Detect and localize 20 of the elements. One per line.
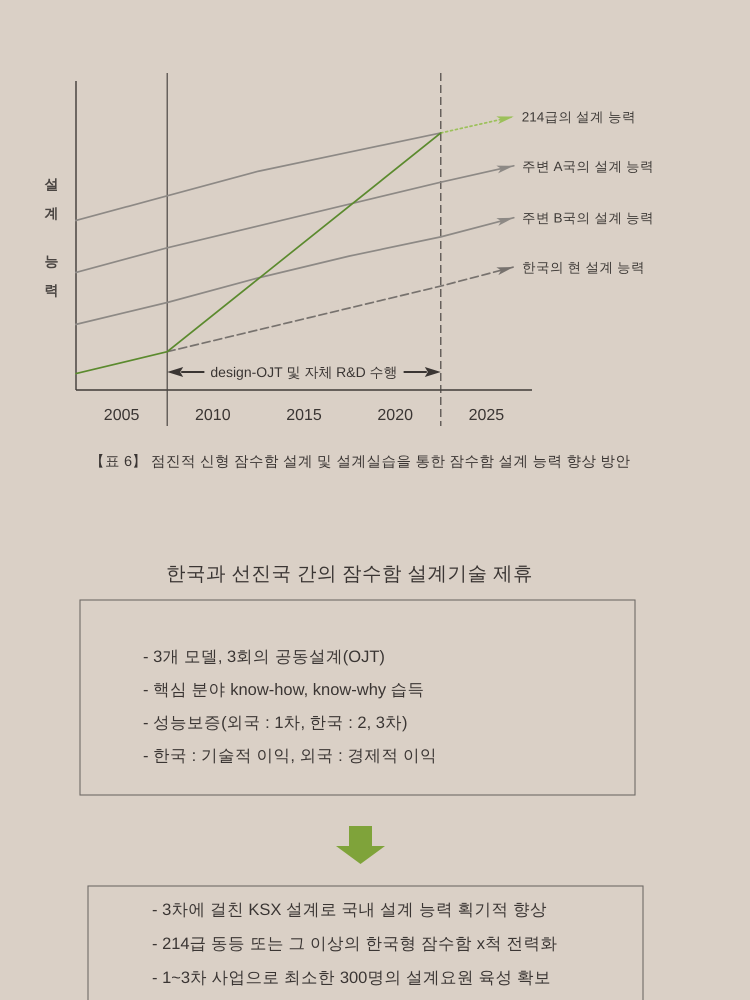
x-tick-label: 2015 xyxy=(286,407,322,424)
x-tick-label: 2010 xyxy=(195,407,231,424)
text: - 3차에 걸친 KSX 설계로 국내 설계 능력 획기적 향상 xyxy=(152,901,547,919)
text: - 성능보증(외국 : 1차, 한국 : 2, 3차) xyxy=(143,714,408,732)
series-label: 주변 A국의 설계 능력 xyxy=(522,158,654,174)
text: 【표 6】 점진적 신형 잠수함 설계 및 설계실습을 통한 잠수함 설계 능력 향상 방안 xyxy=(90,453,630,470)
text: - 핵심 분야 know-how, know-why 습득 xyxy=(143,681,425,699)
x-tick-label: 2025 xyxy=(468,407,504,424)
x-tick-label: 2020 xyxy=(377,407,414,424)
text: - 1~3차 사업으로 최소한 300명의 설계요원 육성 확보 xyxy=(152,969,552,987)
series-label: 214급의 설계 능력 xyxy=(522,110,636,125)
y-axis-title: 설계 능력 xyxy=(44,168,60,303)
text: - 한국 : 기술적 이익, 외국 : 경제적 이익 xyxy=(143,747,437,765)
text: 한국과 선진국 간의 잠수함 설계기술 제휴 xyxy=(166,563,534,585)
x-tick-label: 2005 xyxy=(104,407,140,424)
annotation: design-OJT 및 자체 R&D 수행 xyxy=(210,364,398,380)
series-label: 주변 B국의 설계 능력 xyxy=(522,210,654,226)
text: - 3개 모델, 3회의 공동설계(OJT) xyxy=(143,648,385,666)
series-label: 한국의 현 설계 능력 xyxy=(522,260,646,275)
text: - 214급 동등 또는 그 이상의 한국형 잠수함 x척 전력화 xyxy=(152,935,558,953)
